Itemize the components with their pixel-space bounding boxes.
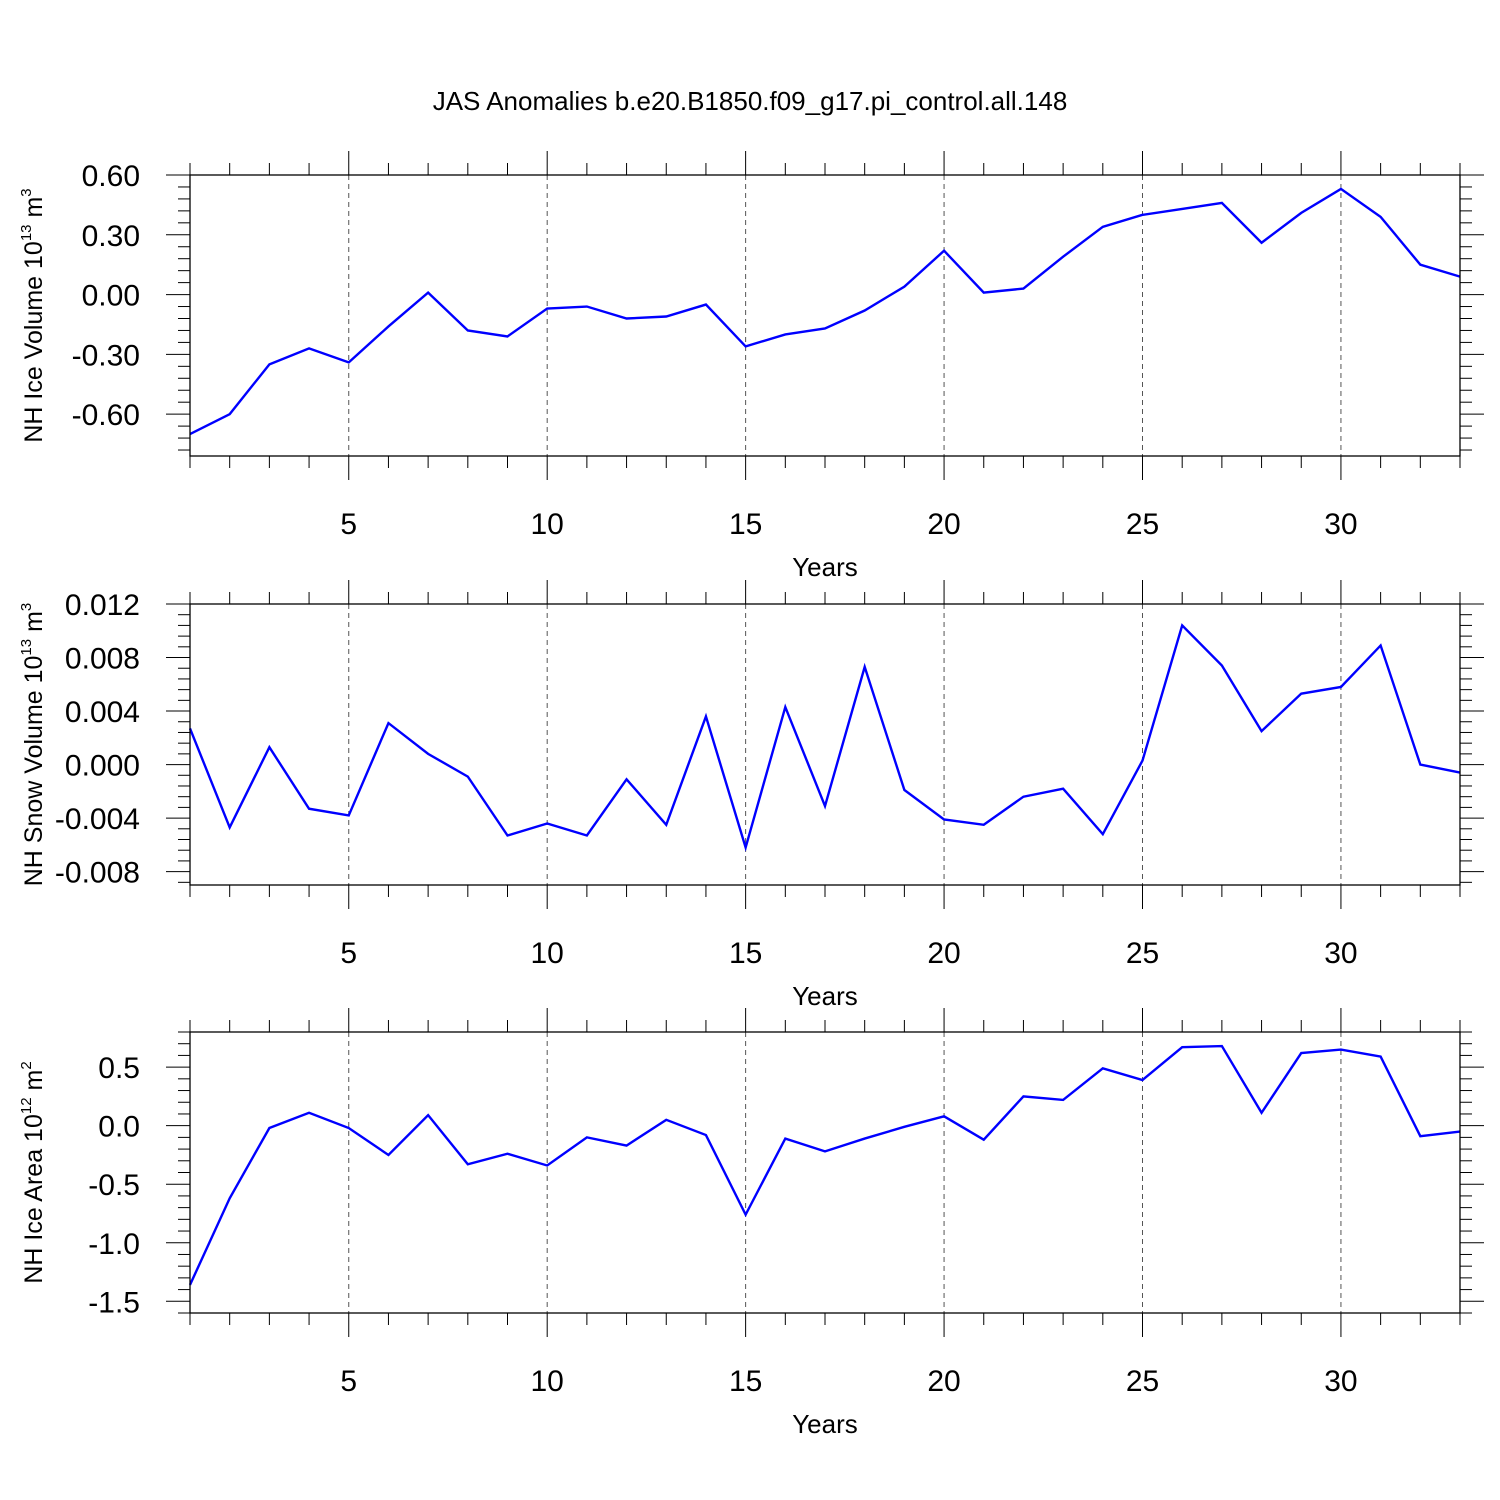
x-tick-label: 20 — [927, 937, 960, 970]
y-tick-label: -1.5 — [88, 1286, 140, 1319]
y-tick-label: 0.0 — [98, 1111, 140, 1144]
y-tick-label: 0.00 — [82, 280, 140, 313]
x-tick-label: 25 — [1126, 1365, 1159, 1398]
y-tick-label: 0.30 — [82, 220, 140, 253]
y-tick-label: 0.012 — [65, 589, 140, 622]
x-axis-label: Years — [792, 1409, 858, 1439]
x-tick-label: 30 — [1324, 508, 1357, 541]
x-tick-label: 15 — [729, 1365, 762, 1398]
x-tick-label: 25 — [1126, 937, 1159, 970]
x-tick-label: 5 — [340, 1365, 357, 1398]
plot-frame — [189, 1031, 1461, 1314]
y-tick-label: -0.60 — [72, 399, 140, 432]
y-tick-label: -1.0 — [88, 1228, 140, 1261]
y-axis-label: NH Ice Volume 1013 m3 — [18, 188, 48, 442]
y-tick-label: -0.008 — [55, 857, 140, 890]
x-tick-label: 10 — [531, 1365, 564, 1398]
panel-1: 0.60 0.30 0.00 -0.30 -0.60 5 10 15 20 25 30 Years NH… — [18, 151, 1484, 582]
x-tick-label: 5 — [340, 937, 357, 970]
x-tick-label: 20 — [927, 508, 960, 541]
x-axis-label: Years — [792, 981, 858, 1011]
y-axis-label: NH Ice Area 1012 m2 — [18, 1061, 48, 1283]
y-tick-label: 0.000 — [65, 750, 140, 783]
series-line — [188, 1044, 1461, 1286]
y-tick-label: -0.5 — [88, 1169, 140, 1202]
x-tick-label: 20 — [927, 1365, 960, 1398]
panels: 0.60 0.30 0.00 -0.30 -0.60 5 10 15 20 25 30 Years NH… — [18, 151, 1484, 1439]
y-tick-label: 0.60 — [82, 160, 140, 193]
x-tick-label: 25 — [1126, 508, 1159, 541]
x-axis-label: Years — [792, 552, 858, 582]
x-tick-label: 15 — [729, 937, 762, 970]
series-line — [189, 187, 1461, 436]
x-tick-label: 10 — [531, 508, 564, 541]
series-line — [188, 623, 1461, 852]
y-tick-label: -0.30 — [72, 339, 140, 372]
y-tick-label: 0.008 — [65, 643, 140, 676]
x-tick-label: 30 — [1324, 937, 1357, 970]
figure-title: JAS Anomalies b.e20.B1850.f09_g17.pi_con… — [433, 86, 1068, 116]
y-tick-label: 0.5 — [98, 1052, 140, 1085]
plot-frame — [189, 174, 1461, 457]
plot-frame — [189, 603, 1461, 886]
x-tick-label: 15 — [729, 508, 762, 541]
y-axis-label: NH Snow Volume 1013 m3 — [18, 603, 48, 887]
y-tick-label: 0.004 — [65, 696, 140, 729]
y-tick-label: -0.004 — [55, 803, 140, 836]
panel-3: 0.5 0.0 -0.5 -1.0 -1.5 5 10 15 20 25 30 Years NH Ice… — [18, 1008, 1484, 1439]
x-tick-label: 10 — [531, 937, 564, 970]
x-tick-label: 5 — [340, 508, 357, 541]
x-tick-label: 30 — [1324, 1365, 1357, 1398]
panel-2: 0.012 0.008 0.004 0.000 -0.004 -0.008 5 10 15 20 2… — [18, 580, 1484, 1011]
